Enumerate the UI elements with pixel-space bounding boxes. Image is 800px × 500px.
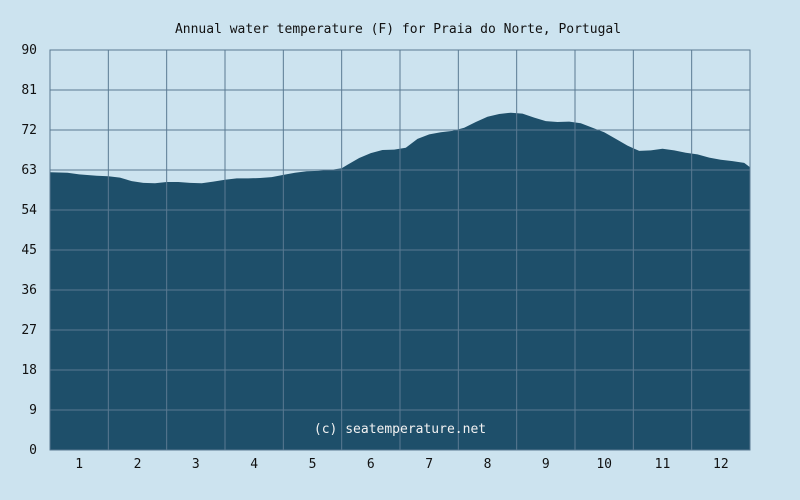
chart-title: Annual water temperature (F) for Praia d… [175,22,621,37]
x-tick-label: 1 [75,457,83,472]
y-tick-label: 90 [21,43,37,58]
y-tick-label: 81 [21,83,37,98]
x-tick-label: 4 [250,457,258,472]
x-tick-label: 9 [542,457,550,472]
watermark-text: (c) seatemperature.net [314,422,486,437]
x-tick-label: 6 [367,457,375,472]
x-tick-label: 3 [192,457,200,472]
y-tick-label: 0 [29,443,37,458]
y-tick-label: 9 [29,403,37,418]
y-tick-label: 45 [21,243,37,258]
x-tick-label: 5 [309,457,317,472]
x-axis: 1 2 3 4 5 6 7 8 9 10 11 12 [75,457,728,472]
x-tick-label: 10 [596,457,612,472]
y-tick-label: 54 [21,203,37,218]
y-tick-label: 36 [21,283,37,298]
x-tick-label: 12 [713,457,729,472]
y-tick-label: 72 [21,123,37,138]
y-axis: 0 9 18 27 36 45 54 63 72 81 90 [21,43,37,458]
x-tick-label: 2 [134,457,142,472]
grid-layer [49,49,751,451]
y-tick-label: 18 [21,363,37,378]
y-tick-label: 27 [21,323,37,338]
plot-frame [49,49,751,451]
y-tick-label: 63 [21,163,37,178]
x-tick-label: 11 [655,457,671,472]
x-tick-label: 8 [484,457,492,472]
x-tick-label: 7 [425,457,433,472]
